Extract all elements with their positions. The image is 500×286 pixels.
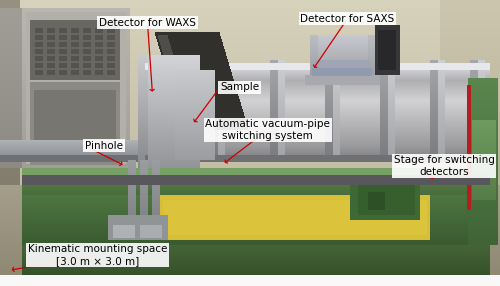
Text: Automatic vacuum-pipe
switching system: Automatic vacuum-pipe switching system xyxy=(205,119,330,141)
Text: Stage for switching
detectors: Stage for switching detectors xyxy=(394,155,494,177)
Text: Pinhole: Pinhole xyxy=(85,141,123,151)
Text: Detector for SAXS: Detector for SAXS xyxy=(300,14,394,23)
Text: Kinematic mounting space
[3.0 m × 3.0 m]: Kinematic mounting space [3.0 m × 3.0 m] xyxy=(28,244,167,266)
Text: Sample: Sample xyxy=(220,82,259,92)
Text: Detector for WAXS: Detector for WAXS xyxy=(99,18,196,28)
